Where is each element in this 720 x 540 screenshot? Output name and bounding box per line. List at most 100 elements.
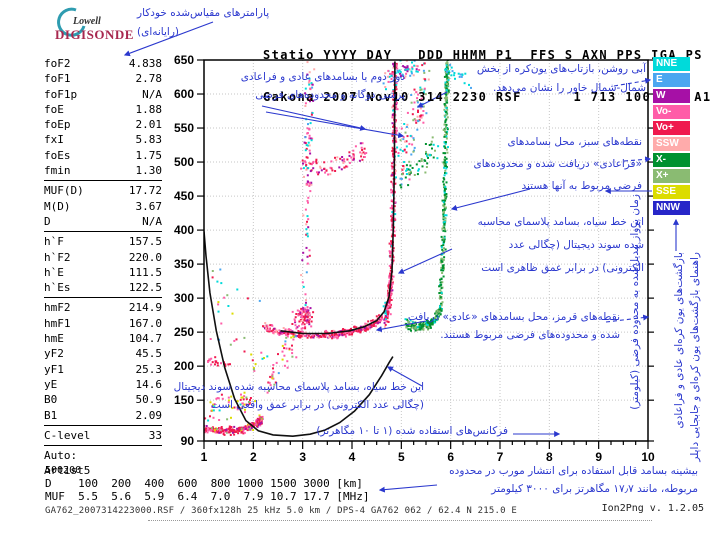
annotation-green-dots: نقطه‌های سبز، محل بسامدهای «فراعادی» دری…: [474, 131, 642, 197]
annotation-line: (چگالی عدد الکترونی) در برابر عمق واقعی …: [210, 399, 424, 411]
parameter-name: foF1: [44, 72, 71, 86]
parameter-name: foE: [44, 102, 64, 116]
legend-item-Vo+: Vo+: [653, 121, 690, 135]
virtual-height-trace: [280, 61, 396, 335]
parameter-name: hmF1: [44, 316, 71, 330]
status-line: GA762_2007314223000.RSF / 360fx128h 25 k…: [45, 506, 517, 516]
y-tick-label: 300: [174, 291, 194, 305]
parameter-name: fmin: [44, 164, 71, 178]
parameter-name: Auto:: [44, 449, 78, 463]
annotation-line: شمال-شمال خاور را نشان می‌دهد.: [493, 82, 646, 94]
parameter-row: Artist5: [44, 463, 162, 478]
x-tick-label: 9: [595, 450, 602, 464]
parameter-name: MUF(D): [44, 184, 84, 198]
parameter-row: yE 14.6: [44, 377, 162, 392]
axis-ticks: [197, 59, 654, 449]
x-tick-label: 2: [250, 450, 257, 464]
annotation-line: پارامترهای مقیاس‌شده خودکار: [137, 7, 270, 19]
red-connector: [605, 314, 650, 323]
annotation-line: این خط سیاه، بسامد پلاسمای محاسبه: [477, 216, 644, 228]
parameter-value: 2.78: [135, 72, 163, 86]
annotation-black-real: این خط سیاه، بسامد پلاسمای محاسبه شده سو…: [174, 378, 424, 414]
annotation-light-blue: آبی روشن، بازتاب‌های یون‌کره از بخش شمال…: [477, 60, 646, 98]
parameter-value: 2.09: [135, 408, 163, 422]
parameter-value: 25.3: [135, 362, 163, 376]
annotation-line: آبی روشن، بازتاب‌های یون‌کره از بخش: [476, 63, 646, 75]
real-profile-arrow: [386, 366, 423, 387]
parameter-row: B1 2.09: [44, 408, 162, 423]
parameter-name: yF2: [44, 347, 64, 361]
parameter-row: foEp 2.01: [44, 117, 162, 132]
parameter-name: C-level: [44, 428, 91, 442]
parameter-row: hmF1 167.0: [44, 316, 162, 331]
x-tick-label: 3: [299, 450, 306, 464]
axis-labels: 90 150 200 250 300 350 400 450 500 550 600 650 1 2 3 4 5…: [174, 53, 655, 464]
auto-params-arrow: [123, 21, 214, 57]
legend-item-SSE: SSE: [653, 185, 690, 199]
parameter-name: foEp: [44, 118, 71, 132]
panel-divider: [44, 424, 162, 426]
parameter-value: 122.5: [128, 281, 162, 295]
parameter-name: hmF2: [44, 301, 71, 315]
parameter-row: h`Es 122.5: [44, 280, 162, 295]
annotation-line: بیشینه بسامد قابل استفاده برای انتشار مو…: [449, 465, 698, 477]
annotation-line: راهنمای بازگشت‌های یون کره‌ای و جابجایی …: [689, 252, 701, 462]
legend-item-NNE: NNE: [653, 57, 690, 71]
parameter-panel: foF2 4.838 foF1 2.78 foF1p N/A foE 1.88 foEp 2.01…: [44, 56, 162, 479]
annotation-legend-guide-2: بازگشت‌های یون کره‌ای عادی و فراعادی: [673, 252, 685, 452]
parameter-row: yF2 45.5: [44, 346, 162, 361]
panel-divider: [44, 297, 162, 299]
x-tick-label: 4: [349, 450, 356, 464]
y-tick-label: 400: [174, 223, 194, 237]
parameter-value: 214.9: [128, 301, 162, 315]
legend-item-SSW: SSW: [653, 137, 690, 151]
y-tick-label: 350: [174, 257, 194, 271]
parameter-value: 1.75: [135, 148, 163, 162]
parameter-row: foF2 4.838: [44, 56, 162, 71]
y-tick-label: 150: [174, 393, 194, 407]
parameter-name: h`F: [44, 235, 64, 249]
true-height-profile: [204, 231, 394, 438]
x-tick-label: 7: [497, 450, 504, 464]
parameter-name: foF1p: [44, 87, 78, 101]
parameter-name: M(D): [44, 199, 71, 213]
nne-legend-connector: [613, 77, 652, 87]
annotation-second-hop: دور دوم یا بسامدهای عادی و فراعادی پرشی …: [241, 68, 405, 104]
parameter-row: D N/A: [44, 214, 162, 229]
parameter-row: h`F2 220.0: [44, 250, 162, 265]
parameter-value: 167.0: [128, 316, 162, 330]
annotation-frequency-axis: فرکانس‌های استفاده شده (۱ تا ۱۰ مگاهرتز): [316, 425, 508, 437]
annotation-auto-params: پارامترهای مقیاس‌شده خودکار (رایانه‌ای): [137, 4, 269, 42]
annotation-line: فرضی مربوط به آنها هستند: [521, 180, 643, 192]
digisonde-logo: Lowell DIGISONDE: [46, 5, 176, 47]
legend-item-X-: X-: [653, 153, 690, 167]
parameter-value: 111.5: [128, 265, 162, 279]
version-label: Ion2Png v. 1.2.05: [601, 503, 704, 514]
y-tick-label: 450: [174, 189, 194, 203]
second-hop-arrow-1: [261, 105, 367, 131]
parameter-name: yE: [44, 377, 58, 391]
parameter-value: 5.83: [135, 133, 163, 147]
parameter-name: B0: [44, 393, 58, 407]
parameter-value: 4.838: [128, 57, 162, 70]
panel-divider: [44, 231, 162, 233]
virtual-profile-arrow: [397, 248, 453, 274]
parameter-row: MUF(D) 17.72: [44, 183, 162, 198]
parameter-row: hmF2 214.9: [44, 300, 162, 315]
parameter-value: 2.01: [135, 118, 163, 132]
x-tick-label: 6: [447, 450, 454, 464]
y-tick-label: 550: [174, 121, 194, 135]
annotation-arrows: [123, 21, 680, 493]
parameter-row: hmE 104.7: [44, 331, 162, 346]
parameter-row: fmin 1.30: [44, 163, 162, 178]
annotation-virtual-range-axis: زمان پرواز تبدیل‌شده به محدوده فرضی (کیل…: [629, 194, 641, 452]
parameter-value: N/A: [142, 87, 162, 101]
annotation-line: فرکانس‌های استفاده شده (۱ تا ۱۰ مگاهرتز): [316, 425, 508, 437]
annotation-line: «فراعادی» دریافت شده و محدوده‌های: [473, 158, 642, 170]
parameter-row: h`F 157.5: [44, 234, 162, 249]
x-legend-connector: [623, 156, 652, 163]
nne-reflections-arrow: [416, 91, 448, 108]
station-header-columns: Statio YYYY DAY DDD HHMM P1 FFS S AXN PP…: [263, 48, 703, 62]
annotation-muf-note: بیشینه بسامد قابل استفاده برای انتشار مو…: [449, 462, 698, 498]
